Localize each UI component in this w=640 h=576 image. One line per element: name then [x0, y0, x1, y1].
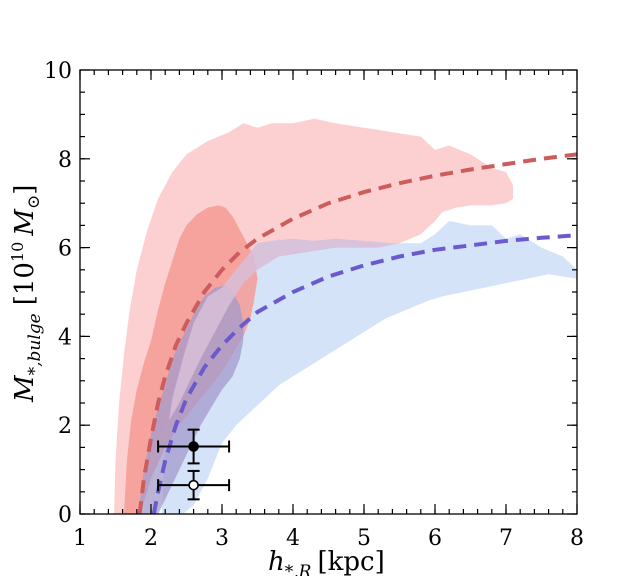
axes: 1 2 3 4 5 6 7 8 0 2 4 6 8 10: [44, 59, 584, 551]
red-dashed-curve: [137, 152, 577, 514]
y-axis-unit-m: M: [10, 208, 40, 237]
y-axis-main: M: [10, 374, 40, 403]
x-tick-label: 6: [428, 526, 442, 551]
x-tick-label: 5: [357, 526, 371, 551]
plot-content: [114, 118, 577, 514]
y-axis-unit-close: ]: [10, 185, 40, 195]
y-tick-label: 0: [58, 503, 72, 528]
open-data-point: [188, 479, 199, 491]
filled-data-point: [188, 441, 199, 452]
overlap-inner-region: [138, 285, 244, 514]
y-tick-label: 2: [58, 414, 72, 439]
y-tick-label: 10: [44, 59, 72, 84]
x-tick-label: 4: [286, 526, 300, 551]
x-axis-unit: [kpc]: [317, 547, 384, 576]
y-tick-label: 4: [58, 325, 72, 350]
y-tick-label: 8: [58, 148, 72, 173]
y-axis-unit-open: [10: [10, 262, 40, 305]
open-point-errorbar: [157, 469, 231, 501]
plot-area: [114, 118, 577, 514]
x-axis-title: h*,R [kpc]: [268, 547, 385, 576]
x-tick-label: 7: [499, 526, 513, 551]
blue-outer-region: [161, 221, 577, 514]
y-axis-title: M*,bulge[1010M⊙]: [8, 185, 45, 403]
x-tick-label: 2: [144, 526, 158, 551]
axis-labels: h*,R [kpc] M*,bulge[1010M⊙]: [8, 185, 385, 576]
x-tick-label: 3: [215, 526, 229, 551]
y-axis-sub: *,bulge: [25, 313, 45, 375]
x-axis-sub: *,R: [285, 562, 312, 576]
filled-point-errorbar: [157, 428, 231, 465]
x-axis-main: h: [268, 547, 285, 576]
x-tick-label: 1: [73, 526, 87, 551]
blue-dashed-curve: [151, 233, 577, 514]
y-axis-unit-sun: ⊙: [24, 195, 44, 209]
x-tick-label: 8: [570, 526, 584, 551]
y-tick-label: 6: [58, 237, 72, 262]
y-axis-exp: 10: [8, 242, 27, 262]
